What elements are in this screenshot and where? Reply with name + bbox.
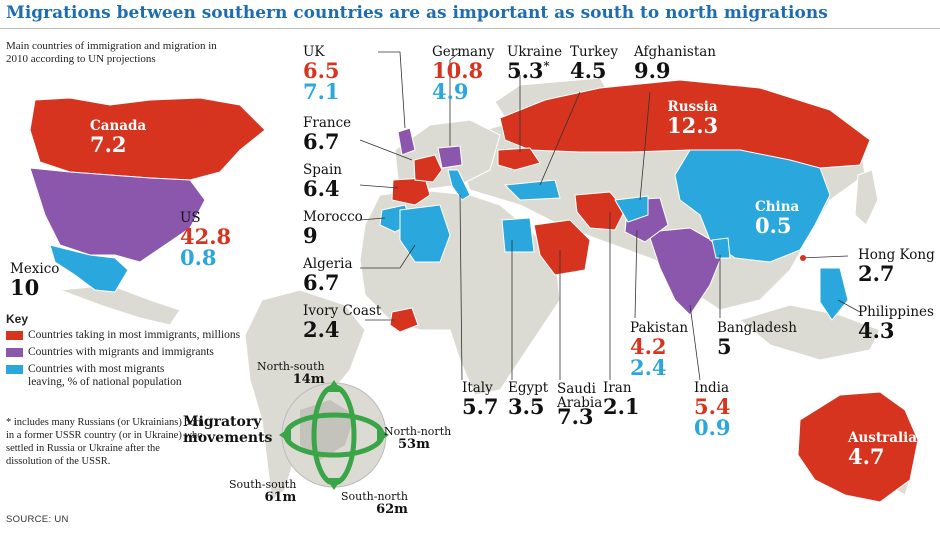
both-countries — [29, 127, 726, 316]
south-arrow — [326, 478, 342, 490]
canada-label: Canada 7.2 — [90, 118, 147, 157]
turkey-label: Turkey 4.5 — [570, 44, 618, 83]
source-credit: SOURCE: UN — [6, 514, 69, 525]
north-south-label: North-south 14m — [257, 360, 325, 387]
hong-kong-marker — [800, 255, 806, 261]
bangladesh-label: Bangladesh 5 — [717, 320, 797, 359]
map-key: Key Countries taking in most immigrants,… — [6, 312, 266, 393]
canada-shape — [29, 97, 266, 181]
uk-shape — [397, 127, 416, 156]
italy-label: Italy 5.7 — [462, 380, 499, 419]
east-arrow — [377, 427, 389, 443]
key-heading: Key — [6, 312, 29, 326]
russia-label: Russia 12.3 — [667, 99, 719, 138]
iran-label: Iran 2.1 — [603, 380, 640, 419]
australia-label: Australia 4.7 — [848, 430, 917, 469]
japan — [854, 169, 879, 226]
turkey-shape — [503, 179, 561, 201]
pakistan-label: Pakistan 4.2 2.4 — [630, 320, 689, 380]
title-divider — [0, 28, 940, 29]
ukraine-shape — [497, 147, 541, 171]
italy-shape — [447, 169, 471, 201]
germany-shape — [437, 145, 463, 169]
migrants-swatch — [6, 365, 23, 374]
saudi-arabia-label: Saudi Arabia 7.3 — [557, 381, 603, 429]
germany-label: Germany 10.8 4.9 — [432, 44, 495, 104]
key-row-both: Countries with migrants and immigrants — [6, 346, 266, 359]
mexico-shape — [49, 244, 129, 293]
france-label: France 6.7 — [303, 115, 352, 154]
leader-lines — [359, 51, 861, 381]
key-row-migrants: Countries with most migrants leaving, % … — [6, 363, 266, 389]
india-label: India 5.4 0.9 — [694, 380, 731, 440]
ivory-coast-label: Ivory Coast 2.4 — [303, 303, 382, 342]
spain-label: Spain 6.4 — [303, 162, 342, 201]
key-row-immigrants: Countries taking in most immigrants, mil… — [6, 329, 266, 342]
ukraine-label: Ukraine 5.3* — [507, 44, 563, 83]
india-shape — [647, 227, 726, 316]
immigrants-swatch — [6, 331, 23, 340]
morocco-label: Morocco 9 — [303, 209, 363, 248]
philippines-shape — [819, 267, 849, 321]
china-label: China 0.5 — [755, 199, 800, 238]
west-arrow — [279, 427, 291, 443]
philippines-label: Philippines 4.3 — [858, 304, 934, 343]
china-shape — [674, 149, 831, 263]
us-shape — [29, 167, 206, 263]
both-swatch — [6, 348, 23, 357]
algeria-label: Algeria 6.7 — [303, 256, 353, 295]
bangladesh-shape — [711, 237, 731, 259]
mexico-label: Mexico 10 — [10, 261, 60, 300]
algeria-shape — [399, 204, 451, 263]
page-title: Migrations between southern countries ar… — [6, 3, 828, 23]
south-north-label: South-north 62m — [341, 490, 408, 517]
footnote: * includes many Russians (or Ukrainians)… — [6, 417, 204, 467]
iran-shape — [574, 191, 626, 231]
france-shape — [413, 154, 443, 183]
immigration-countries — [29, 79, 919, 503]
australia-shape — [797, 391, 919, 503]
afghanistan-label: Afghanistan 9.9 — [634, 44, 717, 83]
south-south-label: South-south 61m — [229, 478, 297, 505]
movements-heading: Migratory movements — [183, 414, 273, 446]
afghanistan-shape — [614, 195, 649, 223]
egypt-shape — [501, 217, 535, 253]
ivory-coast-shape — [389, 307, 419, 333]
subtitle: Main countries of immigration and migrat… — [6, 40, 217, 65]
north-arrow — [326, 380, 342, 392]
migration-globe — [279, 380, 389, 490]
us-label: US 42.8 0.8 — [180, 210, 232, 270]
se-asia-islands — [738, 304, 881, 361]
uk-label: UK 6.5 7.1 — [303, 44, 340, 104]
hong-kong-label: Hong Kong 2.7 — [858, 247, 935, 286]
north-north-label: North-north 53m — [384, 425, 452, 452]
egypt-label: Egypt 3.5 — [508, 380, 549, 419]
saudi-shape — [533, 219, 591, 276]
emigration-countries — [49, 149, 849, 321]
